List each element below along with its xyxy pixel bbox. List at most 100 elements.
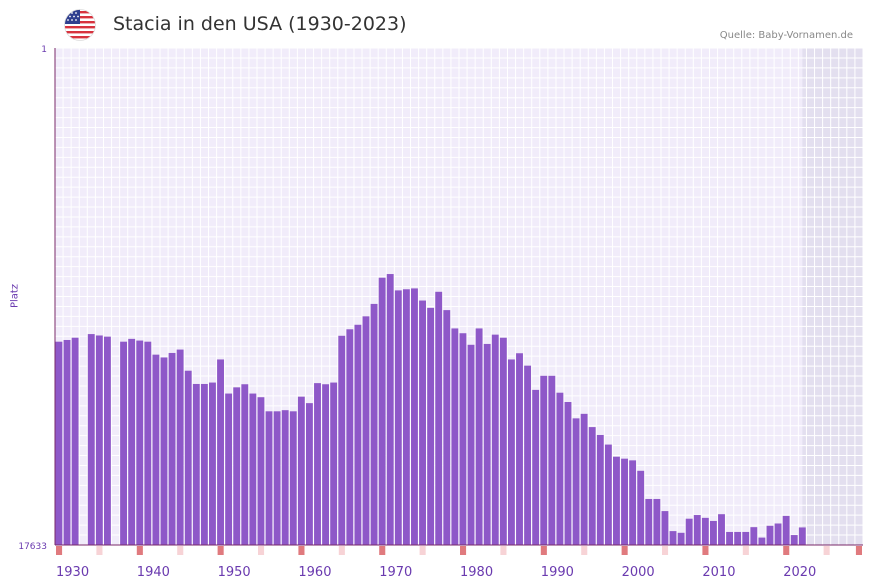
bar-2016 [750, 527, 758, 545]
bar-1996 [588, 427, 596, 545]
x-tick-1990: 1990 [541, 565, 574, 580]
bar-2013 [726, 531, 734, 545]
half-decade-marker-2025 [823, 546, 830, 555]
decade-marker-1940 [136, 546, 143, 555]
bar-1976 [427, 307, 435, 545]
bar-2018 [766, 525, 774, 545]
bar-1961 [305, 403, 313, 545]
usa-flag-icon [64, 9, 96, 41]
bar-1959 [289, 411, 297, 545]
bar-1958 [281, 410, 289, 545]
bar-1975 [419, 300, 426, 545]
bar-1963 [322, 384, 330, 545]
decade-marker-1990 [540, 546, 547, 555]
bar-1980 [459, 333, 467, 545]
bar-1999 [613, 456, 620, 545]
bar-1953 [241, 384, 249, 545]
bar-1997 [596, 434, 604, 545]
decade-marker-1960 [298, 546, 305, 555]
bar-1942 [152, 354, 160, 545]
decade-marker-2000 [621, 546, 628, 555]
bar-1960 [297, 396, 305, 545]
bar-1965 [338, 335, 346, 545]
bar-1957 [273, 411, 281, 545]
bar-1932 [71, 337, 79, 545]
bar-1989 [532, 389, 540, 545]
bar-1944 [168, 352, 176, 545]
x-tick-1950: 1950 [218, 565, 251, 580]
bar-2003 [645, 498, 653, 545]
bar-1985 [499, 337, 507, 545]
bar-1993 [564, 402, 572, 545]
chart-header: Stacia in den USA (1930-2023) Quelle: Ba… [0, 0, 873, 48]
bar-1952 [233, 387, 241, 545]
bar-1956 [265, 411, 273, 545]
half-decade-marker-1995 [581, 546, 588, 555]
decade-markers [56, 546, 862, 555]
bar-1995 [580, 413, 588, 545]
source-label: Quelle: Baby-Vornamen.de [719, 30, 853, 41]
bar-2010 [701, 517, 709, 545]
x-tick-labels: 1930 1940 1950 1960 1970 1980 1990 2000 2010 2020 [56, 565, 816, 580]
half-decade-marker-1975 [419, 546, 426, 555]
bar-1940 [136, 340, 144, 545]
y-tick-bottom: 17633 [18, 542, 47, 552]
bar-1982 [475, 328, 483, 545]
x-tick-1960: 1960 [298, 565, 331, 580]
bar-1973 [402, 289, 410, 545]
bar-1984 [491, 334, 499, 545]
bar-1954 [249, 393, 257, 545]
half-decade-marker-1965 [338, 546, 345, 555]
bar-1949 [209, 382, 216, 545]
bar-1978 [443, 310, 451, 545]
bar-1951 [225, 393, 233, 545]
x-tick-1930: 1930 [56, 565, 89, 580]
bar-1981 [467, 344, 475, 545]
half-decade-marker-2005 [662, 546, 669, 555]
bar-2001 [629, 460, 637, 545]
bar-1968 [362, 316, 370, 545]
y-tick-labels: 1 17633 [18, 45, 47, 552]
bar-1992 [556, 392, 564, 545]
decade-marker-2010 [702, 546, 709, 555]
bar-2019 [774, 523, 782, 545]
bar-1979 [451, 328, 459, 545]
bar-1950 [217, 359, 224, 545]
bar-2007 [677, 532, 685, 545]
decade-marker-1980 [460, 546, 467, 555]
half-decade-marker-1955 [258, 546, 265, 555]
bar-1967 [354, 324, 362, 545]
bar-1990 [540, 375, 548, 545]
bar-1939 [128, 338, 136, 545]
bar-2011 [709, 520, 717, 545]
bar-1991 [548, 375, 556, 545]
bar-2022 [798, 527, 806, 545]
bar-2004 [653, 498, 661, 545]
decade-marker-1930 [56, 546, 63, 555]
bar-1934 [87, 334, 95, 545]
bar-2012 [718, 514, 725, 545]
bar-1935 [95, 335, 103, 545]
bar-2009 [693, 515, 701, 545]
bar-1955 [257, 397, 265, 545]
bar-1943 [160, 357, 168, 545]
half-decade-marker-1985 [500, 546, 507, 555]
bar-1946 [184, 370, 192, 545]
bar-2015 [742, 531, 750, 545]
bar-2002 [637, 470, 645, 545]
chart-title: Stacia in den USA (1930-2023) [113, 13, 407, 35]
x-tick-1980: 1980 [460, 565, 493, 580]
x-tick-1940: 1940 [137, 565, 170, 580]
bar-1970 [378, 277, 386, 545]
bar-1987 [516, 353, 523, 545]
bar-1930 [55, 341, 63, 545]
bar-1966 [346, 329, 354, 545]
bar-2000 [621, 458, 628, 545]
bar-1936 [103, 336, 111, 545]
bar-1994 [572, 418, 580, 545]
bar-1969 [370, 303, 378, 545]
bar-1986 [507, 359, 515, 545]
bar-1964 [330, 382, 338, 545]
y-tick-top: 1 [41, 45, 47, 55]
